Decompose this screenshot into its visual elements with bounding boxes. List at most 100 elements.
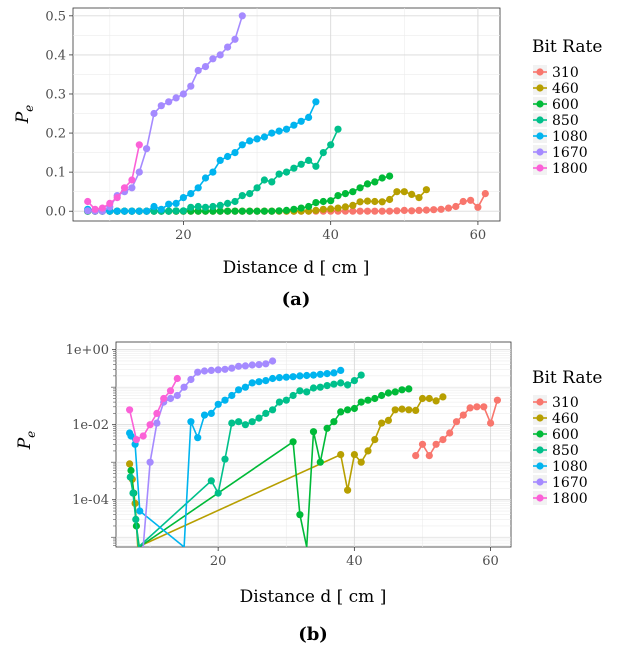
data-point-850-b (330, 380, 338, 388)
data-point-1080-b (296, 372, 304, 380)
legend-label-310-a: 310 (552, 65, 579, 81)
data-point-1800-a (113, 194, 121, 202)
legend-key-point-b (536, 414, 544, 422)
y-axis-title-b: Pe (15, 431, 38, 451)
data-point-460-a (349, 201, 357, 209)
x-tick-label-b: 60 (482, 554, 499, 569)
data-point-1080-a (179, 194, 187, 202)
data-point-1670-b (248, 361, 256, 369)
data-point-310-a (363, 207, 372, 215)
data-point-460-a (422, 186, 430, 194)
data-point-1670-b (255, 361, 263, 369)
data-point-1800-a (106, 199, 114, 207)
data-point-310-a (430, 206, 438, 214)
data-point-1080-b (228, 391, 236, 400)
data-point-1670-a (157, 102, 165, 110)
data-point-600-a (334, 192, 342, 200)
data-point-850-a (187, 203, 195, 211)
data-point-850-a (253, 184, 261, 192)
caption-a: (a) (282, 289, 311, 310)
data-point-310-b (466, 404, 474, 412)
legend-title-a: Bit Rate (532, 37, 602, 57)
data-point-1080-a (187, 190, 195, 198)
data-point-1080-b (187, 418, 195, 426)
data-point-460-b (357, 458, 365, 466)
data-point-310-a (408, 207, 416, 215)
y-axis-title-main-a: P (13, 111, 33, 124)
data-point-460-a (334, 204, 342, 212)
data-point-1670-b (235, 362, 243, 370)
data-point-460-b (337, 451, 345, 459)
data-point-1670-b (153, 419, 161, 427)
data-point-850-b (344, 381, 352, 389)
data-point-1670-a (187, 82, 195, 90)
data-point-850-b (269, 406, 277, 414)
legend-key-point-b (536, 446, 544, 454)
data-point-460-b (126, 460, 134, 468)
data-point-850-a (194, 202, 202, 211)
data-point-850-b (126, 473, 134, 481)
data-point-1800-b (153, 409, 161, 417)
data-point-310-b (446, 429, 454, 437)
data-point-600-a (260, 207, 268, 215)
data-point-1080-a (268, 129, 276, 137)
y-axis-title-sub-a: e (22, 105, 36, 112)
data-point-310-b (473, 403, 481, 411)
data-point-1670-b (228, 364, 236, 372)
data-point-1670-a (224, 43, 232, 51)
data-point-1800-b (160, 394, 168, 403)
data-point-310-b (418, 440, 427, 448)
data-point-1670-b (200, 367, 209, 375)
data-point-1080-a (238, 141, 246, 149)
data-point-1080-a (297, 117, 305, 125)
y-axis-title-main-b: P (15, 437, 35, 450)
legend-label-850-a: 850 (552, 113, 579, 129)
data-point-600-b (296, 511, 304, 519)
data-point-600-a (231, 207, 239, 215)
data-point-600-a (224, 207, 232, 215)
data-point-1670-a (165, 98, 173, 106)
data-point-1670-b (173, 391, 181, 400)
data-point-850-a (282, 168, 291, 176)
y-tick-label-a: 0.2 (45, 127, 66, 142)
data-point-460-b (405, 406, 413, 414)
data-point-1080-a (143, 207, 151, 215)
data-point-600-b (330, 418, 338, 426)
y-tick-label-a: 0.1 (45, 166, 66, 181)
series-b (126, 357, 501, 547)
data-point-600-a (275, 207, 283, 215)
data-point-1800-a (98, 204, 106, 212)
data-point-1800-b (132, 436, 140, 444)
data-point-460-b (412, 406, 420, 414)
data-point-600-a (246, 207, 254, 215)
legend-label-1080-b: 1080 (552, 459, 588, 475)
data-point-1080-b (337, 366, 345, 374)
data-point-310-a (481, 190, 489, 198)
ticks-a: 20 40 60 0.0 0.1 0.2 0.3 0.4 0.5 (45, 9, 486, 243)
data-point-600-a (349, 188, 357, 196)
data-point-460-a (356, 198, 364, 206)
data-point-850-b (350, 377, 358, 385)
data-point-460-a (415, 194, 423, 202)
data-point-1670-a (84, 207, 92, 215)
data-point-600-b (350, 404, 358, 413)
data-point-1080-b (200, 411, 209, 419)
data-point-1080-b (269, 374, 277, 383)
data-point-600-a (268, 207, 276, 215)
data-point-1670-b (180, 383, 188, 391)
x-tick-label-a: 40 (322, 228, 339, 243)
data-point-850-b (255, 414, 263, 422)
y-tick-label-b: 1e+00 (66, 343, 109, 358)
data-point-600-b (316, 458, 324, 466)
data-point-1080-b (316, 370, 324, 378)
data-point-850-b (214, 489, 222, 497)
data-point-460-b (364, 447, 372, 455)
data-point-1670-b (221, 365, 229, 373)
data-point-460-b (384, 416, 392, 424)
data-point-600-b (344, 406, 352, 414)
data-point-600-a (356, 184, 364, 192)
data-point-1800-b (173, 374, 181, 383)
data-point-310-b (487, 419, 495, 427)
data-point-1080-a (150, 202, 158, 211)
